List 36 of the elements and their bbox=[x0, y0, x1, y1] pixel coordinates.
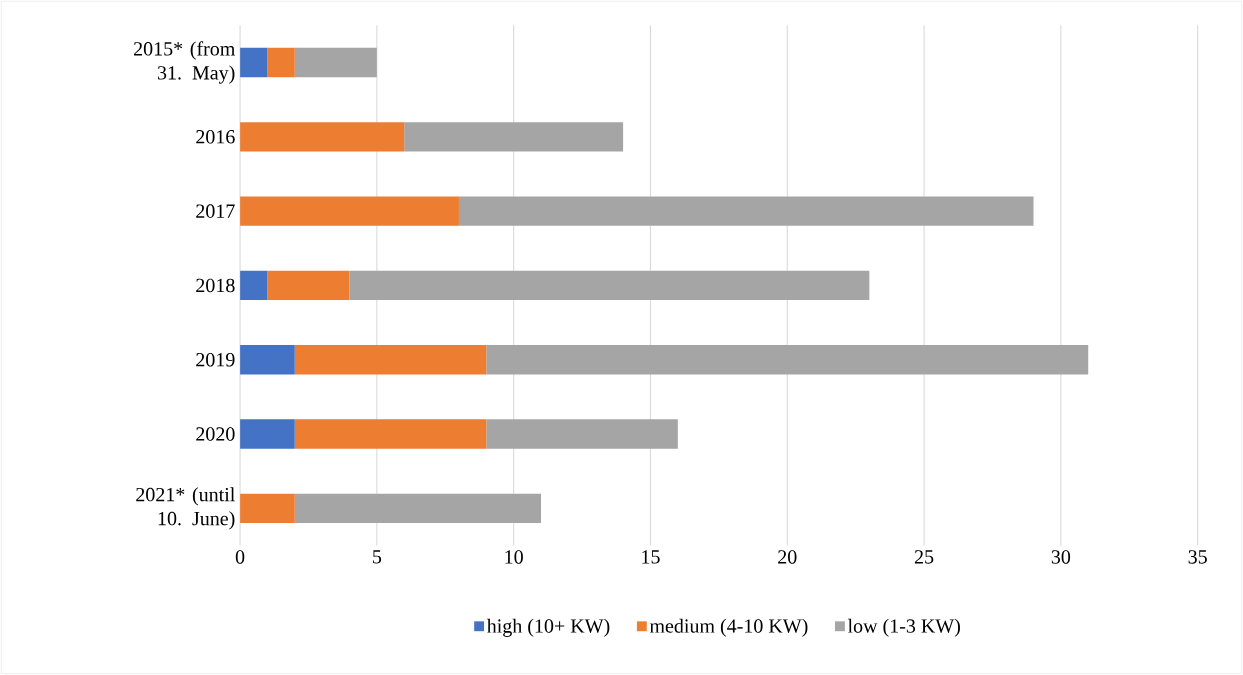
bar bbox=[240, 196, 459, 226]
bar bbox=[349, 270, 870, 301]
bar bbox=[458, 196, 1034, 226]
bar bbox=[240, 345, 295, 375]
bar bbox=[240, 493, 295, 524]
x-tick-label: 20 bbox=[778, 550, 797, 564]
bar bbox=[267, 270, 350, 301]
x-tick-label: 5 bbox=[373, 550, 382, 564]
bar bbox=[486, 419, 678, 449]
x-tick-label: 0 bbox=[235, 550, 245, 564]
bar bbox=[294, 419, 487, 449]
x-tick-label: 15 bbox=[642, 550, 660, 564]
x-tick-label: 10 bbox=[505, 550, 523, 564]
y-tick-label: 2020 bbox=[196, 427, 235, 441]
bar bbox=[486, 345, 1089, 375]
y-tick-label: 2016 bbox=[196, 130, 235, 144]
bar bbox=[240, 270, 268, 301]
legend-label: low (1-3 KW) bbox=[847, 618, 960, 637]
bar bbox=[404, 122, 624, 152]
bar bbox=[294, 47, 377, 78]
x-tick-label: 25 bbox=[914, 550, 934, 564]
y-tick-label: 2017 bbox=[196, 204, 235, 218]
bar bbox=[240, 47, 268, 78]
bar bbox=[240, 419, 295, 449]
legend-label: high (10+ KW) bbox=[486, 618, 610, 637]
y-tick-label: 2015* (from 31. May) bbox=[134, 41, 236, 84]
bar bbox=[294, 493, 542, 524]
y-tick-label: 2021* (until 10. June) bbox=[136, 487, 235, 530]
x-tick-label: 35 bbox=[1188, 550, 1207, 564]
bar bbox=[267, 47, 295, 78]
bar bbox=[240, 122, 405, 152]
x-tick-label: 30 bbox=[1051, 550, 1071, 564]
y-tick-label: 2018 bbox=[196, 278, 235, 293]
legend-label: medium (4-10 KW) bbox=[649, 618, 808, 637]
y-tick-label: 2019 bbox=[196, 353, 235, 367]
bar bbox=[294, 345, 487, 375]
